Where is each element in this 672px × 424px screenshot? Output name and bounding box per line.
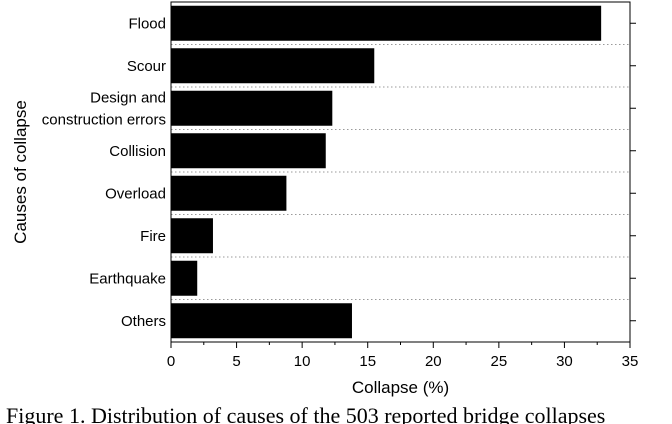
ticks-layer: [170, 22, 636, 348]
bar-collision: [171, 133, 326, 169]
bar-overload: [171, 175, 287, 211]
x-tick-label: 10: [294, 353, 311, 370]
category-label-fire: Fire: [140, 228, 166, 245]
bar-scour: [171, 48, 375, 84]
bars-layer: [171, 5, 602, 339]
x-tick-label: 25: [491, 353, 508, 370]
category-label-scour: Scour: [127, 58, 166, 75]
category-label-collision: Collision: [109, 143, 166, 160]
category-label-design-and-construction-errors: Design and construction errors: [42, 89, 166, 128]
figure-caption: Figure 1. Distribution of causes of the …: [6, 403, 606, 424]
bar-flood: [171, 5, 602, 41]
y-axis-title: Causes of collapse: [11, 100, 30, 244]
grid-layer: [171, 44, 630, 300]
x-axis-title: Collapse (%): [352, 378, 449, 397]
bar-others: [171, 303, 352, 339]
x-tick-label: 5: [232, 353, 240, 370]
x-tick-label: 0: [167, 353, 175, 370]
bar-design-and-construction-errors: [171, 90, 333, 126]
category-labels: Flood Scour Design and construction errors C…: [42, 15, 166, 330]
category-label-others: Others: [121, 313, 166, 330]
x-tick-label: 15: [359, 353, 376, 370]
bar-chart: Flood Scour Design and construction errors C…: [11, 1, 639, 397]
category-label-earthquake: Earthquake: [89, 270, 166, 287]
x-tick-label: 20: [425, 353, 442, 370]
x-tick-labels: 0 5 10 15 20 25 30 35: [167, 353, 639, 370]
x-tick-label: 35: [622, 353, 639, 370]
category-label-overload: Overload: [105, 185, 166, 202]
category-label-flood: Flood: [128, 15, 166, 32]
bar-fire: [171, 218, 213, 254]
x-tick-label: 30: [556, 353, 573, 370]
